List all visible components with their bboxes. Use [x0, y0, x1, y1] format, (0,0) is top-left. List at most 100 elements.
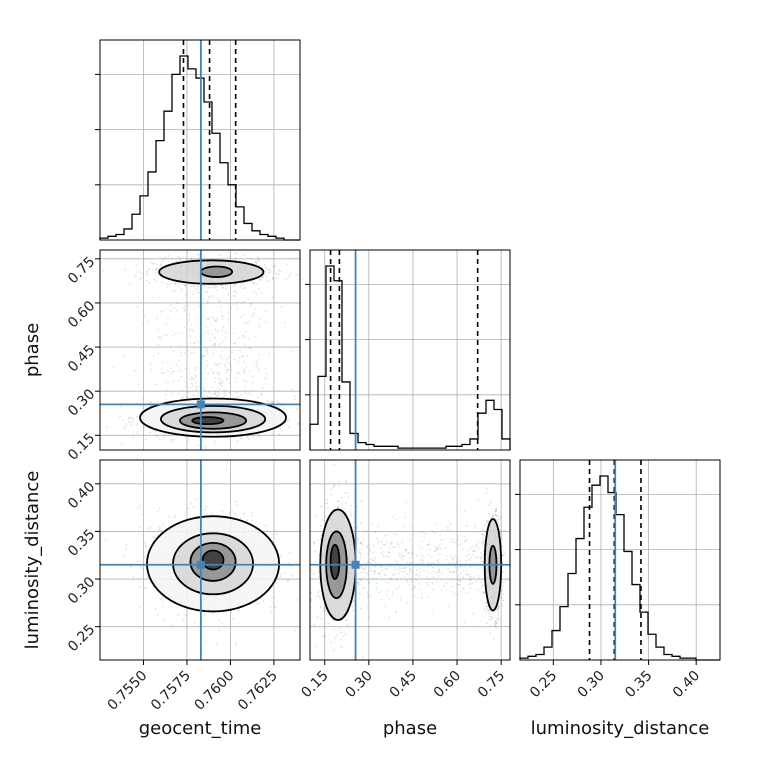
scatter-point — [171, 334, 174, 337]
scatter-point — [221, 326, 224, 329]
scatter-point — [227, 319, 230, 321]
scatter-point — [421, 554, 424, 557]
scatter-point — [189, 314, 191, 317]
scatter-point — [432, 576, 435, 579]
scatter-point — [383, 534, 386, 537]
scatter-point — [145, 587, 148, 590]
scatter-point — [161, 281, 164, 284]
scatter-point — [393, 568, 396, 571]
scatter-point — [156, 511, 159, 513]
scatter-point — [439, 539, 442, 541]
scatter-point — [338, 480, 341, 483]
scatter-point — [203, 355, 206, 358]
scatter-point — [385, 590, 388, 593]
scatter-point — [392, 545, 395, 548]
scatter-point — [302, 540, 304, 542]
scatter-point — [192, 377, 195, 380]
scatter-point — [479, 558, 482, 561]
scatter-point — [502, 570, 505, 573]
scatter-point — [158, 438, 161, 441]
scatter-point — [238, 396, 241, 398]
scatter-point — [216, 364, 219, 367]
scatter-point — [209, 395, 211, 398]
scatter-point — [204, 446, 207, 449]
scatter-point — [194, 386, 196, 388]
scatter-point — [125, 423, 128, 425]
scatter-point — [216, 363, 219, 365]
scatter-point — [191, 382, 193, 385]
scatter-point — [267, 268, 270, 271]
scatter-point — [491, 513, 494, 516]
scatter-point — [184, 614, 187, 617]
scatter-point — [279, 427, 282, 430]
scatter-point — [189, 335, 192, 337]
scatter-point — [436, 548, 439, 551]
scatter-point — [489, 501, 492, 504]
scatter-point — [449, 523, 452, 525]
scatter-point — [483, 608, 486, 611]
y-axis-label-luminosity_distance: luminosity_distance — [22, 471, 43, 650]
scatter-point — [156, 352, 159, 355]
scatter-point — [268, 271, 270, 274]
scatter-point — [396, 542, 399, 545]
scatter-point — [244, 392, 247, 395]
scatter-point — [265, 275, 268, 278]
scatter-point — [149, 526, 152, 529]
scatter-point — [346, 623, 348, 626]
scatter-point — [322, 635, 325, 638]
scatter-point — [502, 554, 505, 557]
scatter-point — [155, 280, 158, 283]
scatter-point — [176, 282, 179, 285]
scatter-point — [386, 541, 389, 544]
scatter-point — [436, 581, 439, 583]
scatter-point — [177, 379, 180, 382]
scatter-point — [453, 541, 455, 544]
scatter-point — [258, 257, 261, 260]
scatter-point — [207, 316, 210, 319]
scatter-point — [124, 425, 127, 428]
scatter-point — [187, 507, 190, 510]
scatter-point — [356, 525, 359, 528]
scatter-point — [367, 560, 370, 563]
scatter-point — [136, 270, 139, 273]
scatter-point — [165, 286, 168, 288]
scatter-point — [384, 581, 387, 583]
scatter-point — [248, 438, 251, 441]
scatter-point — [489, 516, 492, 519]
scatter-point — [367, 570, 370, 572]
scatter-point — [191, 394, 194, 396]
scatter-point — [487, 609, 490, 612]
scatter-point — [454, 555, 457, 558]
scatter-point — [129, 417, 132, 420]
scatter-point — [221, 318, 224, 321]
scatter-point — [404, 549, 407, 552]
scatter-point — [232, 294, 235, 297]
scatter-point — [236, 304, 238, 307]
scatter-point — [251, 435, 254, 438]
scatter-point — [485, 610, 488, 613]
scatter-point — [316, 615, 319, 618]
scatter-point — [458, 583, 461, 586]
scatter-point — [196, 254, 199, 257]
scatter-point — [221, 510, 224, 513]
scatter-point — [188, 305, 190, 307]
scatter-point — [183, 309, 186, 312]
scatter-point — [188, 319, 190, 321]
scatter-point — [503, 528, 506, 531]
scatter-point — [147, 319, 150, 322]
scatter-point — [436, 560, 439, 563]
scatter-point — [175, 605, 178, 608]
scatter-point — [367, 573, 370, 576]
scatter-point — [366, 562, 369, 564]
scatter-point — [251, 511, 254, 514]
scatter-point — [212, 295, 215, 298]
scatter-point — [416, 573, 419, 575]
scatter-point — [213, 342, 216, 345]
scatter-point — [171, 289, 173, 292]
scatter-point — [480, 580, 483, 583]
panel-frame — [519, 459, 721, 661]
scatter-point — [409, 577, 412, 580]
scatter-point — [369, 550, 371, 553]
scatter-point — [400, 596, 403, 598]
scatter-point — [359, 522, 362, 525]
